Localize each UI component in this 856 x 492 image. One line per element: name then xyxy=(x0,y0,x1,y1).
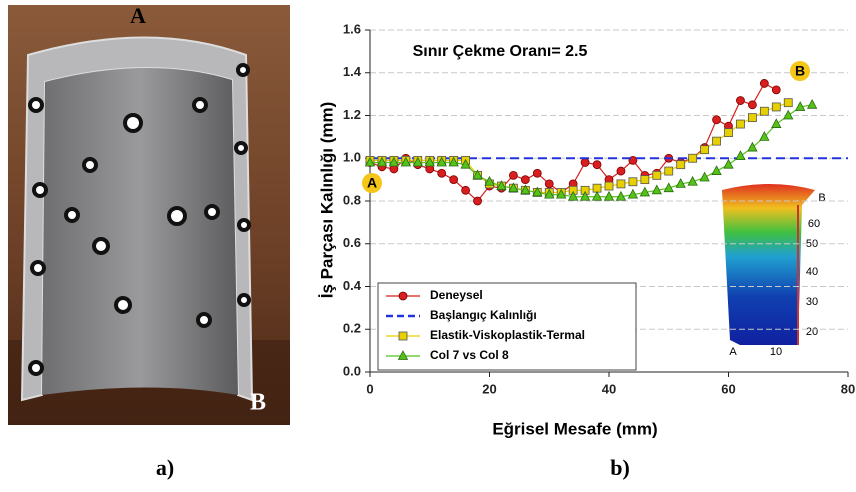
point xyxy=(641,176,649,184)
legend-label: Elastik-Viskoplastik-Termal xyxy=(430,328,585,342)
point xyxy=(533,169,541,177)
inset xyxy=(722,184,815,345)
inset-label: 10 xyxy=(770,346,782,358)
point xyxy=(748,114,756,122)
point xyxy=(712,166,721,175)
point xyxy=(521,176,529,184)
point xyxy=(545,180,553,188)
annotation: B xyxy=(795,63,805,79)
photo-label: B xyxy=(250,390,266,416)
point xyxy=(772,103,780,111)
point xyxy=(772,119,781,128)
point xyxy=(748,143,757,152)
photo-label: A xyxy=(130,3,146,28)
y-tick-label: 0.8 xyxy=(343,192,361,207)
figure: A B a) b) Sınır Çekme Oranı= 2.5 Eğrisel… xyxy=(0,0,856,487)
y-tick-label: 0.0 xyxy=(343,363,361,378)
y-tick-label: 0.2 xyxy=(343,321,361,336)
legend-label: Başlangıç Kalınlığı xyxy=(430,308,537,322)
y-tick-label: 1.0 xyxy=(343,150,361,165)
point xyxy=(736,97,744,105)
point xyxy=(605,192,614,201)
point xyxy=(593,192,602,201)
point xyxy=(748,101,756,109)
point xyxy=(713,116,721,124)
inset-label: 30 xyxy=(806,296,818,308)
x-tick-label: 20 xyxy=(482,381,496,396)
legend-marker xyxy=(399,292,407,300)
y-tick-label: 1.6 xyxy=(343,21,361,36)
point xyxy=(509,171,517,179)
x-axis-label: Eğrisel Mesafe (mm) xyxy=(492,419,657,438)
y-tick-label: 0.4 xyxy=(343,278,362,293)
panel-label: a) xyxy=(156,455,174,480)
point xyxy=(736,120,744,128)
y-tick-label: 1.4 xyxy=(343,64,362,79)
point xyxy=(629,178,637,186)
point xyxy=(772,86,780,94)
point xyxy=(760,107,768,115)
chart-title: Sınır Çekme Oranı= 2.5 xyxy=(413,43,588,60)
x-tick-label: 0 xyxy=(366,381,373,396)
point xyxy=(617,167,625,175)
x-tick-label: 40 xyxy=(602,381,616,396)
point xyxy=(617,180,625,188)
point xyxy=(653,171,661,179)
y-tick-label: 1.2 xyxy=(343,107,361,122)
point xyxy=(593,161,601,169)
y-axis-label: İş Parçası Kalınlığı (mm) xyxy=(317,102,336,299)
point xyxy=(677,161,685,169)
point xyxy=(474,197,482,205)
point xyxy=(665,167,673,175)
point xyxy=(724,160,733,169)
legend-label: Deneysel xyxy=(430,288,483,302)
point xyxy=(689,154,697,162)
point xyxy=(581,159,589,167)
point xyxy=(784,99,792,107)
point xyxy=(784,111,793,120)
inset-label: 20 xyxy=(806,326,818,338)
legend-marker xyxy=(399,332,407,340)
point xyxy=(725,129,733,137)
point xyxy=(450,176,458,184)
point xyxy=(700,172,709,181)
inset-label: 60 xyxy=(808,218,820,230)
y-tick-label: 0.6 xyxy=(343,235,361,250)
point xyxy=(808,100,817,109)
inset-label: B xyxy=(818,192,825,204)
x-tick-label: 60 xyxy=(721,381,735,396)
panel-label: b) xyxy=(610,455,630,480)
series-line xyxy=(370,105,812,197)
legend-label: Col 7 vs Col 8 xyxy=(430,348,509,362)
inset-label: 40 xyxy=(806,266,818,278)
point xyxy=(605,182,613,190)
point xyxy=(736,151,745,160)
point xyxy=(713,137,721,145)
point xyxy=(438,169,446,177)
point xyxy=(462,186,470,194)
point xyxy=(760,79,768,87)
inset-label: A xyxy=(729,346,737,358)
annotation: A xyxy=(367,175,377,191)
series-line xyxy=(370,103,788,193)
x-tick-label: 80 xyxy=(841,381,855,396)
point xyxy=(701,146,709,154)
photo xyxy=(8,5,290,425)
